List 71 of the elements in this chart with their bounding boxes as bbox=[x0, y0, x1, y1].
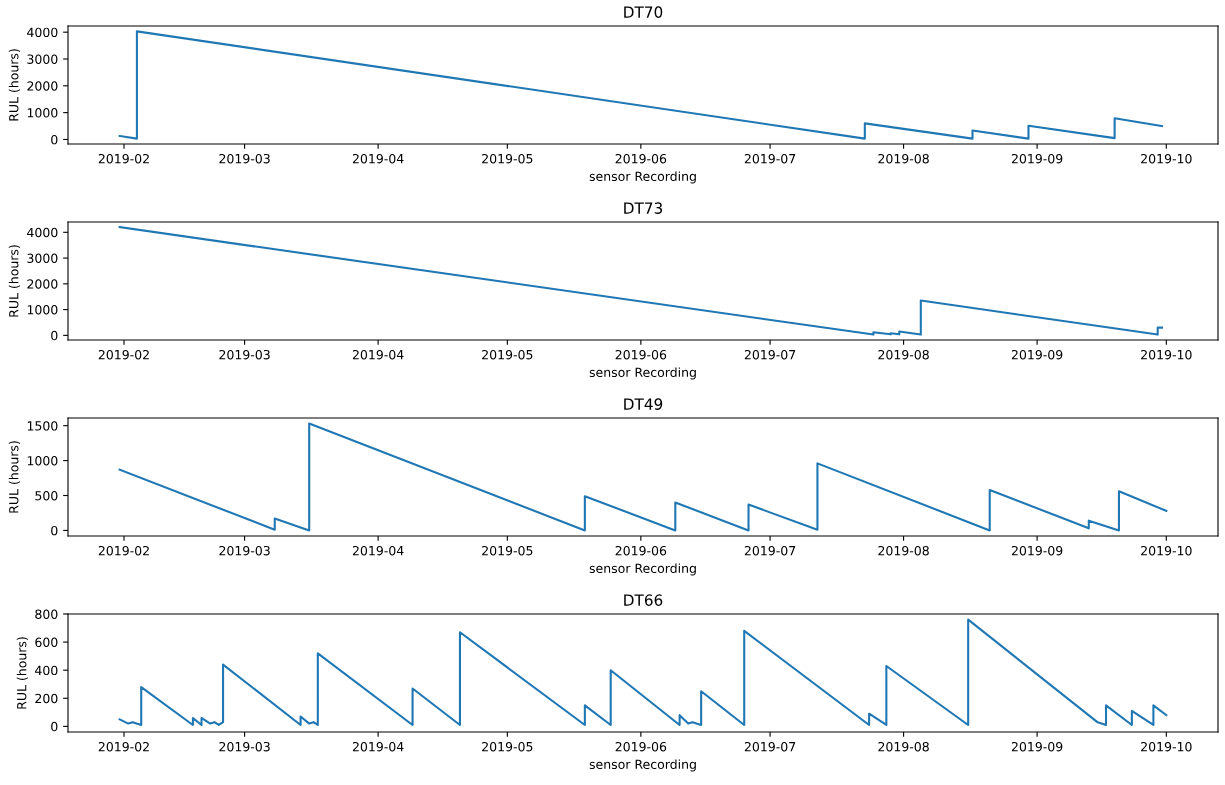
x-tick-label: 2019-02 bbox=[98, 545, 149, 556]
x-tick-label: 2019-06 bbox=[615, 741, 667, 752]
x-tick-label: 2019-07 bbox=[744, 545, 796, 556]
x-tick-label: 2019-05 bbox=[482, 349, 533, 360]
y-tick-label: 1000 bbox=[27, 456, 58, 466]
x-tick-label: 2019-06 bbox=[615, 153, 667, 164]
x-tick-label: 2019-08 bbox=[878, 545, 929, 556]
x-tick-label: 2019-10 bbox=[1141, 545, 1192, 556]
x-tick-label: 2019-03 bbox=[219, 153, 270, 164]
x-tick-label: 2019-04 bbox=[352, 741, 404, 752]
y-tick-label: 1000 bbox=[27, 305, 58, 315]
y-axis-title: RUL (hours) bbox=[8, 441, 20, 513]
x-tick-label: 2019-08 bbox=[878, 741, 929, 752]
y-tick-label: 3000 bbox=[27, 253, 58, 263]
y-tick-label: 500 bbox=[35, 490, 58, 501]
x-tick-label: 2019-08 bbox=[878, 349, 929, 360]
y-tick-label: 2000 bbox=[27, 279, 58, 289]
line-series bbox=[118, 422, 1168, 532]
y-tick-label: 2000 bbox=[27, 81, 58, 91]
x-tick-label: 2019-07 bbox=[744, 349, 796, 360]
x-tick-label: 2019-03 bbox=[219, 545, 270, 556]
x-tick-label: 2019-07 bbox=[744, 153, 796, 164]
x-tick-label: 2019-05 bbox=[482, 741, 533, 752]
x-tick-label: 2019-05 bbox=[482, 545, 533, 556]
y-tick-label: 1500 bbox=[27, 421, 58, 431]
x-tick-label: 2019-08 bbox=[878, 153, 929, 164]
chart-title: DT70 bbox=[624, 6, 663, 18]
x-tick-label: 2019-09 bbox=[1011, 741, 1063, 752]
y-tick-label: 4000 bbox=[27, 27, 58, 38]
line-series bbox=[118, 226, 1164, 336]
x-tick-label: 2019-10 bbox=[1141, 349, 1192, 360]
y-tick-label: 4000 bbox=[27, 227, 58, 238]
y-tick-label: 0 bbox=[51, 525, 58, 536]
chart-title: DT73 bbox=[624, 202, 663, 214]
x-tick-label: 2019-10 bbox=[1141, 153, 1192, 164]
y-tick-label: 3000 bbox=[27, 54, 58, 64]
x-tick-label: 2019-06 bbox=[615, 349, 667, 360]
line-series bbox=[118, 30, 1164, 140]
x-tick-label: 2019-07 bbox=[744, 741, 796, 752]
y-tick-label: 400 bbox=[35, 665, 58, 676]
y-tick-label: 1000 bbox=[27, 108, 58, 118]
x-tick-label: 2019-02 bbox=[98, 741, 149, 752]
x-tick-label: 2019-10 bbox=[1141, 741, 1192, 752]
x-tick-label: 2019-09 bbox=[1011, 349, 1063, 360]
chart-title: DT49 bbox=[624, 398, 663, 410]
x-tick-label: 2019-03 bbox=[219, 349, 270, 360]
x-axis-title: sensor Recording bbox=[589, 759, 696, 772]
x-tick-label: 2019-04 bbox=[352, 153, 404, 164]
x-tick-label: 2019-02 bbox=[98, 349, 149, 360]
x-axis-title: sensor Recording bbox=[589, 367, 696, 380]
x-tick-label: 2019-09 bbox=[1011, 153, 1063, 164]
y-tick-label: 600 bbox=[35, 637, 58, 648]
y-tick-label: 200 bbox=[35, 693, 58, 704]
y-tick-label: 0 bbox=[51, 134, 58, 145]
y-axis-title: RUL (hours) bbox=[8, 245, 20, 317]
y-axis-title: RUL (hours) bbox=[16, 637, 28, 709]
y-tick-label: 0 bbox=[51, 330, 58, 341]
x-tick-label: 2019-06 bbox=[615, 545, 667, 556]
y-tick-label: 0 bbox=[51, 721, 58, 732]
x-tick-label: 2019-05 bbox=[482, 153, 533, 164]
chart-title: DT66 bbox=[624, 594, 663, 606]
x-tick-label: 2019-03 bbox=[219, 741, 270, 752]
x-tick-label: 2019-02 bbox=[98, 153, 149, 164]
x-tick-label: 2019-04 bbox=[352, 545, 404, 556]
x-axis-title: sensor Recording bbox=[589, 171, 696, 184]
x-axis-title: sensor Recording bbox=[589, 563, 696, 576]
y-tick-label: 800 bbox=[35, 609, 58, 619]
y-axis-title: RUL (hours) bbox=[8, 49, 20, 121]
line-series bbox=[118, 618, 1168, 727]
x-tick-label: 2019-04 bbox=[352, 349, 404, 360]
x-tick-label: 2019-09 bbox=[1011, 545, 1063, 556]
